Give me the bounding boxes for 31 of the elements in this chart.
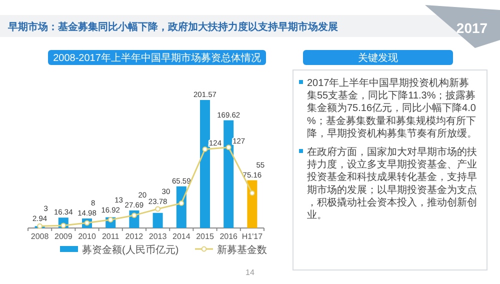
- point: [226, 144, 232, 150]
- x-tick-label: 2012: [125, 232, 144, 241]
- chart-subtitle: 2008-2017年上半年中国早期市场募资总体情况: [53, 52, 261, 64]
- point: [202, 146, 208, 152]
- text: 2017年上半年中国早期投资机构新募集55支基金，同比下降11.3%；披露募集金额为75.16亿元，同比小幅下降4.0%；基金募集数量和募集规模均有所下降，早期投资机构募集节奏有所放缓。: [307, 77, 477, 140]
- bar: [224, 120, 234, 228]
- text: 14: [246, 268, 255, 277]
- chart-title: 早期市场：基金募集同比小幅下降，政府加大扶持力度以支持早期市场发展: [7, 21, 338, 33]
- x-tick-label: 2013: [148, 232, 168, 241]
- x-tick-label: 2010: [78, 232, 96, 241]
- x-tick-label: 2009: [54, 232, 73, 241]
- bar: [200, 100, 210, 228]
- legend-label: 募资金额(人民币亿元): [82, 244, 179, 256]
- bar: [152, 212, 163, 228]
- text: 关键发现: [358, 52, 398, 64]
- bar: [247, 180, 258, 228]
- x-tick-label: 2016: [220, 232, 238, 241]
- point: [37, 223, 42, 229]
- legend-label: 新募基金数: [217, 244, 267, 256]
- point: [178, 200, 184, 206]
- text: 2017: [456, 20, 488, 36]
- point: [250, 190, 255, 196]
- point: [155, 206, 160, 212]
- text: 在政府方面，国家加大对早期市场的扶持力度，设立多支早期投资基金、产业投资基金和科技成果转化基金，支持早期市场的发展；以早期投资基金为支点，积极撬动社会资本投入，推动创新创业。: [306, 146, 477, 221]
- bar: [176, 186, 186, 228]
- x-tick-label: 2011: [102, 232, 120, 241]
- point: [132, 212, 137, 218]
- x-tick-label: 2014: [172, 232, 191, 241]
- x-tick-label: H1'17: [242, 232, 264, 241]
- x-tick-label: 2008: [30, 232, 50, 241]
- x-tick-label: 2015: [196, 232, 214, 241]
